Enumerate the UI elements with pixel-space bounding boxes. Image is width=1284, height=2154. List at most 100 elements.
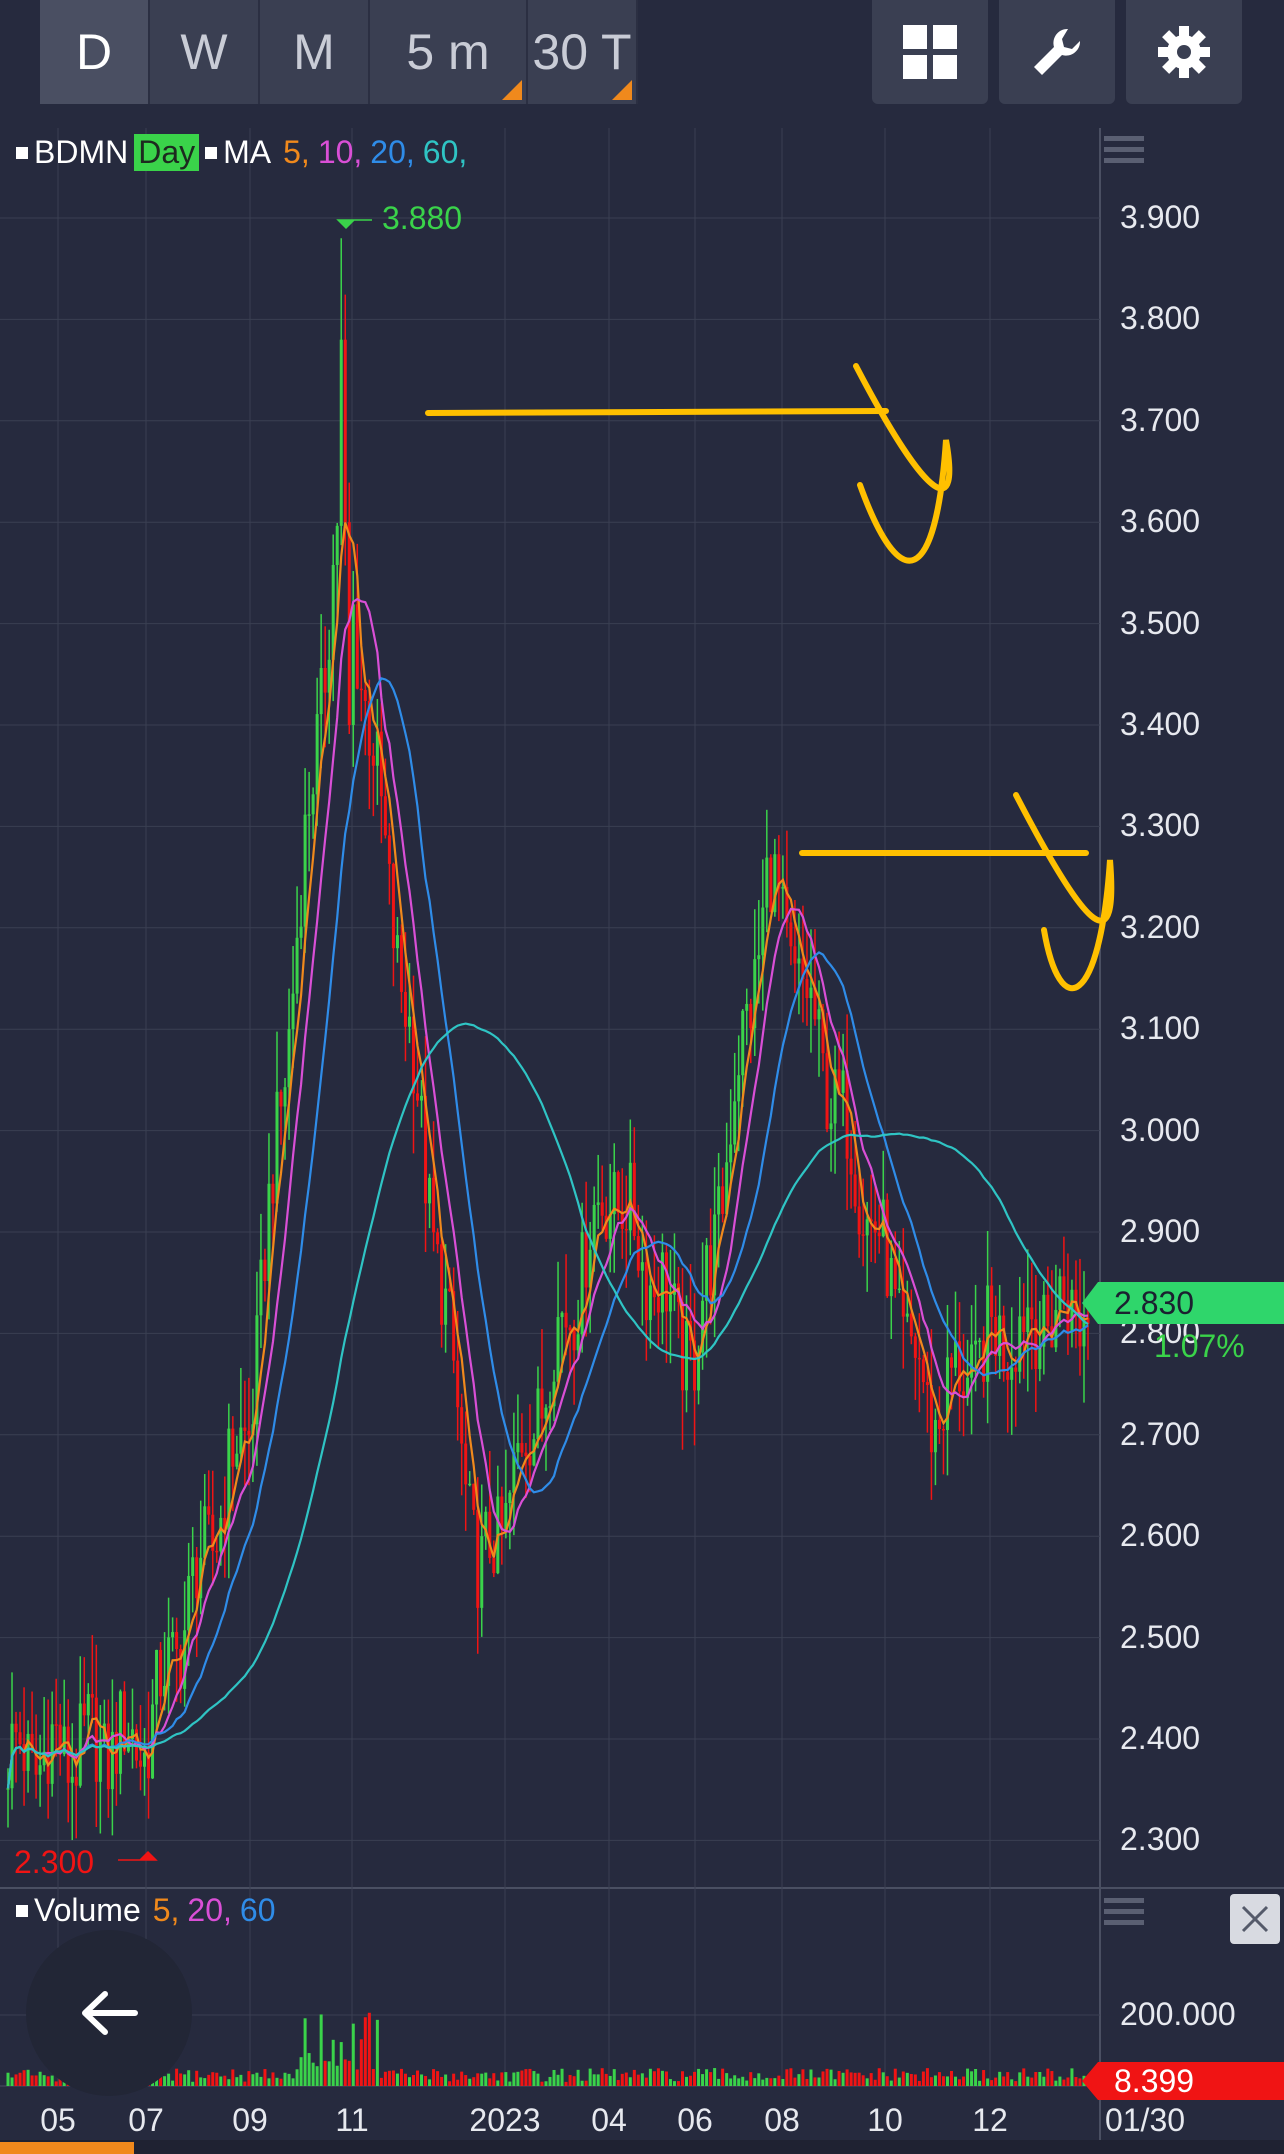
candle — [801, 905, 805, 1023]
volume-bar — [391, 2070, 395, 2086]
candle — [833, 1045, 837, 1174]
volume-bar — [1042, 2076, 1046, 2086]
volume-bar — [600, 2068, 604, 2086]
volume-bar — [38, 2071, 42, 2086]
candle — [90, 1635, 94, 1724]
volume-bar — [291, 2078, 295, 2086]
candle — [797, 913, 801, 1015]
volume-legend: Volume 5, 20, 60 — [16, 1892, 284, 1929]
volume-bar — [676, 2081, 680, 2086]
period-button-30t[interactable]: 30 T — [528, 0, 638, 104]
volume-bar — [962, 2076, 966, 2086]
volume-bar — [195, 2070, 199, 2086]
volume-bar — [941, 2076, 945, 2086]
candle — [307, 771, 311, 872]
candle — [524, 1442, 528, 1498]
price-panel-menu-icon[interactable] — [1104, 136, 1144, 169]
volume-bar — [267, 2078, 271, 2086]
volume-bar — [299, 2057, 303, 2086]
volume-bar — [761, 2079, 765, 2086]
volume-bar — [813, 2077, 817, 2086]
candle — [287, 988, 291, 1140]
volume-bar — [295, 2069, 299, 2086]
candle — [668, 1249, 672, 1364]
last-volume-tag: 8.399 — [1082, 2062, 1284, 2100]
settings-button[interactable] — [1126, 0, 1242, 104]
volume-label: Volume — [34, 1892, 141, 1928]
volume-panel-menu-icon[interactable] — [1104, 1898, 1144, 1931]
back-arrow-icon — [82, 1991, 138, 2035]
volume-bar — [901, 2071, 905, 2086]
price-chart[interactable] — [0, 128, 1284, 2154]
hand-drawn-annotations — [425, 363, 1115, 992]
volume-bar — [556, 2074, 560, 2086]
chart-scrollbar-thumb[interactable] — [0, 2142, 134, 2154]
volume-bar — [512, 2072, 516, 2086]
volume-bar — [865, 2078, 869, 2086]
grid-layout-button[interactable] — [872, 0, 988, 104]
gear-icon — [1158, 26, 1210, 78]
period-button-d[interactable]: D — [40, 0, 150, 104]
ma-label: MA — [223, 134, 272, 170]
close-icon — [1241, 1905, 1269, 1933]
volume-bar — [187, 2070, 191, 2086]
volume-bar — [532, 2071, 536, 2086]
volume-bar — [861, 2075, 865, 2086]
dropdown-corner-icon — [612, 80, 632, 100]
period-label: D — [75, 24, 113, 80]
candle — [733, 1052, 737, 1153]
volume-bar — [797, 2074, 801, 2086]
volume-bar — [909, 2073, 913, 2086]
candle — [167, 1597, 171, 1714]
candle — [765, 809, 769, 933]
volume-bar — [672, 2081, 676, 2086]
candle — [259, 1213, 263, 1349]
volume-bar — [821, 2071, 825, 2086]
volume-bar — [500, 2072, 504, 2086]
volume-bar — [22, 2070, 26, 2086]
candle — [432, 1121, 436, 1252]
wrench-button[interactable] — [999, 0, 1115, 104]
chart-scrollbar[interactable] — [0, 2140, 1284, 2154]
volume-bar — [1062, 2079, 1066, 2086]
volume-bar — [604, 2073, 608, 2086]
last-price-tag: 2.830 — [1082, 1282, 1284, 1324]
volume-bar — [765, 2077, 769, 2086]
candle — [954, 1291, 958, 1376]
volume-bar — [1058, 2076, 1062, 2086]
volume-bar — [970, 2071, 974, 2086]
volume-bar — [375, 2019, 379, 2086]
volume-bar — [612, 2069, 616, 2086]
candle — [263, 1248, 267, 1302]
candlesticks — [6, 238, 1090, 1841]
volume-bar — [436, 2071, 440, 2086]
candle — [22, 1687, 26, 1806]
moving-average-lines — [6, 219, 1089, 1861]
candle — [227, 1403, 231, 1579]
candle — [781, 855, 785, 919]
back-button[interactable] — [26, 1930, 192, 2096]
period-button-w[interactable]: W — [150, 0, 260, 104]
candle — [179, 1644, 183, 1704]
volume-bar — [399, 2068, 403, 2086]
period-button-m[interactable]: M — [260, 0, 370, 104]
volume-bar — [749, 2072, 753, 2086]
candle — [1014, 1356, 1018, 1427]
volume-bar — [568, 2074, 572, 2086]
volume-bar — [504, 2072, 508, 2086]
candle — [367, 679, 371, 810]
volume-bar — [913, 2074, 917, 2086]
volume-bar — [315, 2066, 319, 2086]
volume-bar — [693, 2071, 697, 2086]
time-tick-label: 05 — [40, 2102, 76, 2138]
close-volume-button[interactable] — [1230, 1894, 1280, 1944]
candle — [504, 1449, 508, 1539]
volume-bar — [721, 2068, 725, 2086]
volume-bar — [954, 2076, 958, 2086]
volume-bar — [10, 2077, 14, 2086]
ma-60-line — [6, 1022, 1089, 1789]
period-value: 60 — [239, 1892, 276, 1928]
candle — [1038, 1301, 1042, 1382]
period-button-5m[interactable]: 5 m — [370, 0, 528, 104]
volume-bar — [905, 2072, 909, 2086]
